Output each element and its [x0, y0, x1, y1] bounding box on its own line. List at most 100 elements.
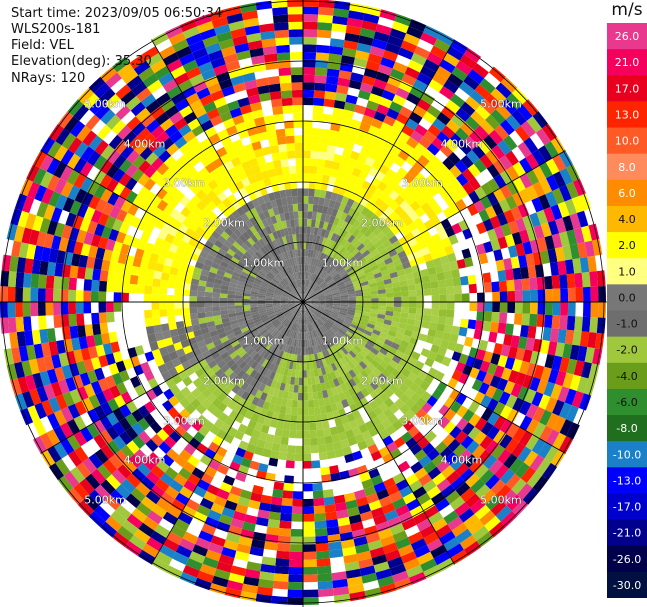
range-gate-cell [349, 419, 359, 430]
range-gate-cell [317, 204, 324, 214]
range-gate-cell [499, 155, 513, 170]
range-gate-cell [304, 279, 307, 287]
range-gate-cell [364, 200, 375, 211]
range-gate-cell [346, 396, 355, 406]
range-gate-cell [325, 190, 333, 200]
range-gate-cell [305, 324, 308, 333]
range-gate-cell [555, 217, 567, 234]
range-gate-cell [353, 283, 362, 289]
range-gate-cell [344, 380, 353, 390]
colorbar-tick-label: 1.0 [618, 265, 636, 278]
range-gate-cell [363, 67, 378, 79]
range-gate-cell [162, 79, 178, 93]
range-gate-cell [519, 400, 532, 416]
range-gate-cell [510, 383, 523, 398]
range-gate-cell [142, 543, 160, 558]
range-gate-cell [282, 490, 294, 499]
range-gate-cell [48, 462, 64, 481]
range-gate-cell [82, 130, 97, 147]
range-gate-cell [214, 24, 231, 36]
range-gate-cell [232, 82, 247, 94]
range-gate-cell [244, 283, 253, 289]
range-gate-cell [111, 469, 127, 485]
range-gate-cell [314, 321, 320, 329]
range-gate-cell [207, 325, 217, 333]
elevation-value: 35.30 [114, 54, 152, 69]
range-gate-cell [333, 322, 342, 329]
range-gate-cell [332, 308, 340, 312]
range-gate-cell [392, 311, 401, 318]
range-gate-cell [7, 302, 16, 318]
range-gate-cell [241, 222, 250, 232]
range-gate-cell [281, 197, 288, 206]
range-gate-cell [431, 168, 444, 181]
range-gate-cell [244, 514, 258, 525]
range-gate-cell [270, 395, 278, 405]
range-gate-cell [410, 200, 421, 212]
range-gate-cell [271, 496, 283, 506]
range-gate-cell [205, 281, 215, 288]
range-gate-cell [529, 212, 541, 228]
range-gate-cell [206, 190, 218, 201]
range-gate-cell [303, 589, 319, 598]
range-gate-cell [69, 388, 82, 404]
range-gate-cell [245, 228, 254, 238]
range-gate-cell [290, 273, 295, 282]
range-gate-cell [355, 267, 364, 275]
range-gate-cell [242, 292, 251, 297]
range-gate-cell [334, 417, 343, 427]
range-gate-cell [53, 442, 68, 459]
range-gate-cell [55, 458, 71, 476]
range-gate-cell [391, 281, 401, 288]
range-gate-cell [303, 317, 306, 325]
range-gate-cell [318, 303, 326, 306]
colorbar-swatch [607, 23, 647, 50]
range-gate-cell [455, 528, 473, 544]
range-gate-cell [70, 466, 86, 484]
range-gate-cell [345, 25, 362, 36]
range-gate-cell [113, 435, 127, 450]
range-gate-cell [310, 376, 316, 385]
range-gate-cell [178, 511, 193, 525]
range-gate-cell [404, 194, 416, 206]
range-gate-cell [353, 536, 368, 547]
range-gate-cell [409, 382, 420, 393]
range-gate-cell [285, 329, 291, 337]
range-gate-cell [324, 159, 333, 169]
range-gate-cell [306, 316, 310, 324]
range-gate-cell [373, 355, 383, 364]
range-gate-cell [91, 468, 106, 485]
range-gate-cell [382, 239, 392, 249]
range-gate-cell [255, 335, 264, 343]
range-gate-cell [342, 109, 354, 120]
range-gate-cell [214, 239, 224, 249]
range-gate-cell [303, 203, 309, 212]
range-gate-cell [345, 165, 355, 175]
range-gate-cell [326, 144, 337, 154]
range-gate-cell [416, 72, 432, 86]
range-gate-cell [53, 275, 62, 290]
range-gate-cell [208, 373, 219, 384]
range-gate-cell [331, 344, 339, 353]
range-gate-cell [398, 210, 409, 221]
range-gate-cell [110, 489, 126, 505]
range-ring-label: 3.00km [401, 414, 443, 428]
range-gate-cell [272, 303, 281, 306]
range-gate-cell [294, 308, 299, 315]
range-gate-cell [295, 430, 303, 439]
range-gate-cell [300, 339, 303, 348]
range-gate-cell [241, 203, 250, 214]
range-gate-cell [220, 335, 229, 344]
range-gate-cell [324, 275, 332, 282]
range-gate-cell [310, 296, 318, 300]
range-gate-cell [258, 337, 266, 345]
range-gate-cell [308, 407, 315, 416]
range-gate-cell [226, 359, 236, 368]
range-gate-cell [17, 376, 30, 394]
range-gate-cell [197, 570, 214, 583]
range-gate-cell [309, 422, 317, 431]
range-gate-cell [268, 137, 279, 147]
range-gate-cell [340, 294, 349, 298]
range-gate-cell [53, 425, 67, 443]
range-gate-cell [282, 173, 291, 183]
